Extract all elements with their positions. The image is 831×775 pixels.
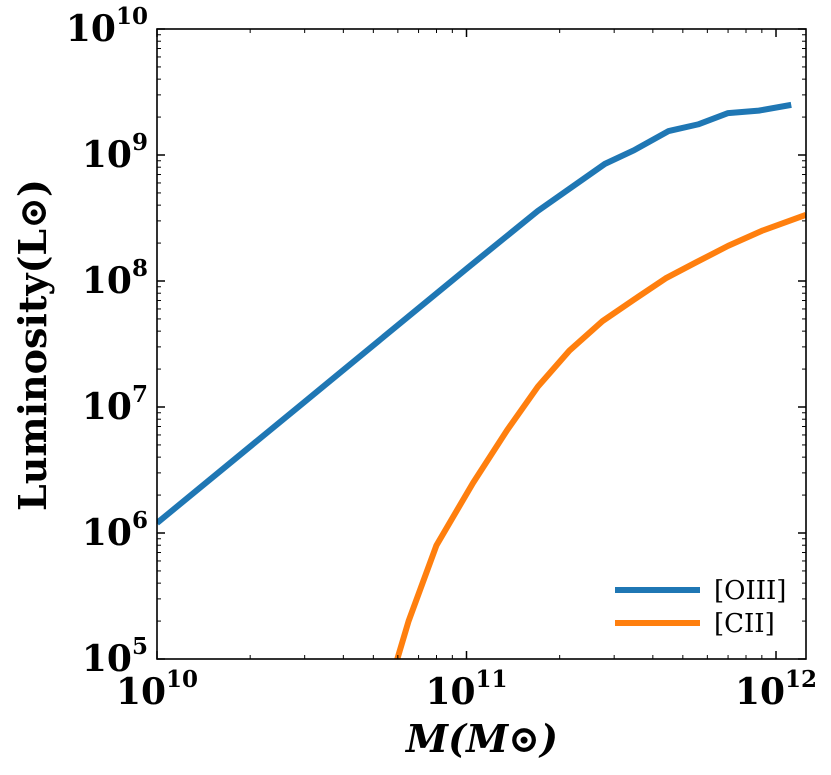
plot-area — [156, 28, 807, 660]
x-tick-label: 1010 — [116, 666, 198, 713]
legend: [OIII] [CII] — [615, 576, 786, 639]
y-tick-label: 106 — [82, 507, 148, 554]
y-tick-label: 1010 — [66, 3, 148, 50]
plot-frame — [156, 28, 807, 660]
y-tick-label: 108 — [82, 255, 148, 302]
legend-label-oiii: [OIII] — [714, 576, 786, 606]
y-tick-label: 107 — [82, 381, 148, 428]
y-axis-title: Luminosity(L⊙) — [10, 179, 55, 511]
x-tick-label: 1011 — [425, 666, 507, 713]
x-tick-label: 1012 — [735, 666, 817, 713]
y-tick-label: 105 — [82, 633, 148, 680]
series-line-cii — [394, 212, 806, 659]
y-tick-label: 109 — [82, 129, 148, 176]
y-tick-labels: 105 106 107 108 109 1010 — [66, 3, 148, 680]
x-axis-title: M(M⊙) — [404, 716, 558, 761]
legend-label-cii: [CII] — [714, 609, 775, 639]
series-line-oiii — [157, 101, 792, 526]
x-tick-labels: 1010 1011 1012 — [116, 666, 817, 713]
series-layer — [157, 101, 806, 659]
